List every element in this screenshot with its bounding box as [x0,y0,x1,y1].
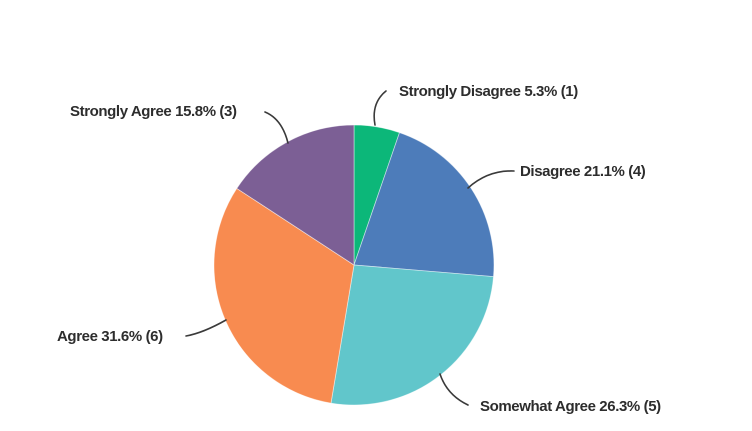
slice-label-strongly-disagree: Strongly Disagree 5.3% (1) [399,83,578,100]
slice-label-disagree: Disagree 21.1% (4) [520,163,646,180]
slice-label-strongly-agree: Strongly Agree 15.8% (3) [70,103,237,120]
pie-slice-disagree[interactable] [353,132,495,277]
pie-slice-agree[interactable] [213,188,355,404]
pie-slices [213,124,495,406]
slice-label-agree: Agree 31.6% (6) [57,328,163,345]
leader-line-disagree [467,170,515,189]
leader-lines [185,90,515,406]
pie-slice-somewhat-agree[interactable] [330,264,494,406]
leader-line-agree [185,319,227,337]
leader-line-somewhat-agree [439,373,469,406]
leader-line-strongly-agree [264,111,289,144]
slice-label-somewhat-agree: Somewhat Agree 26.3% (5) [480,398,661,415]
leader-line-strongly-disagree [373,90,387,126]
